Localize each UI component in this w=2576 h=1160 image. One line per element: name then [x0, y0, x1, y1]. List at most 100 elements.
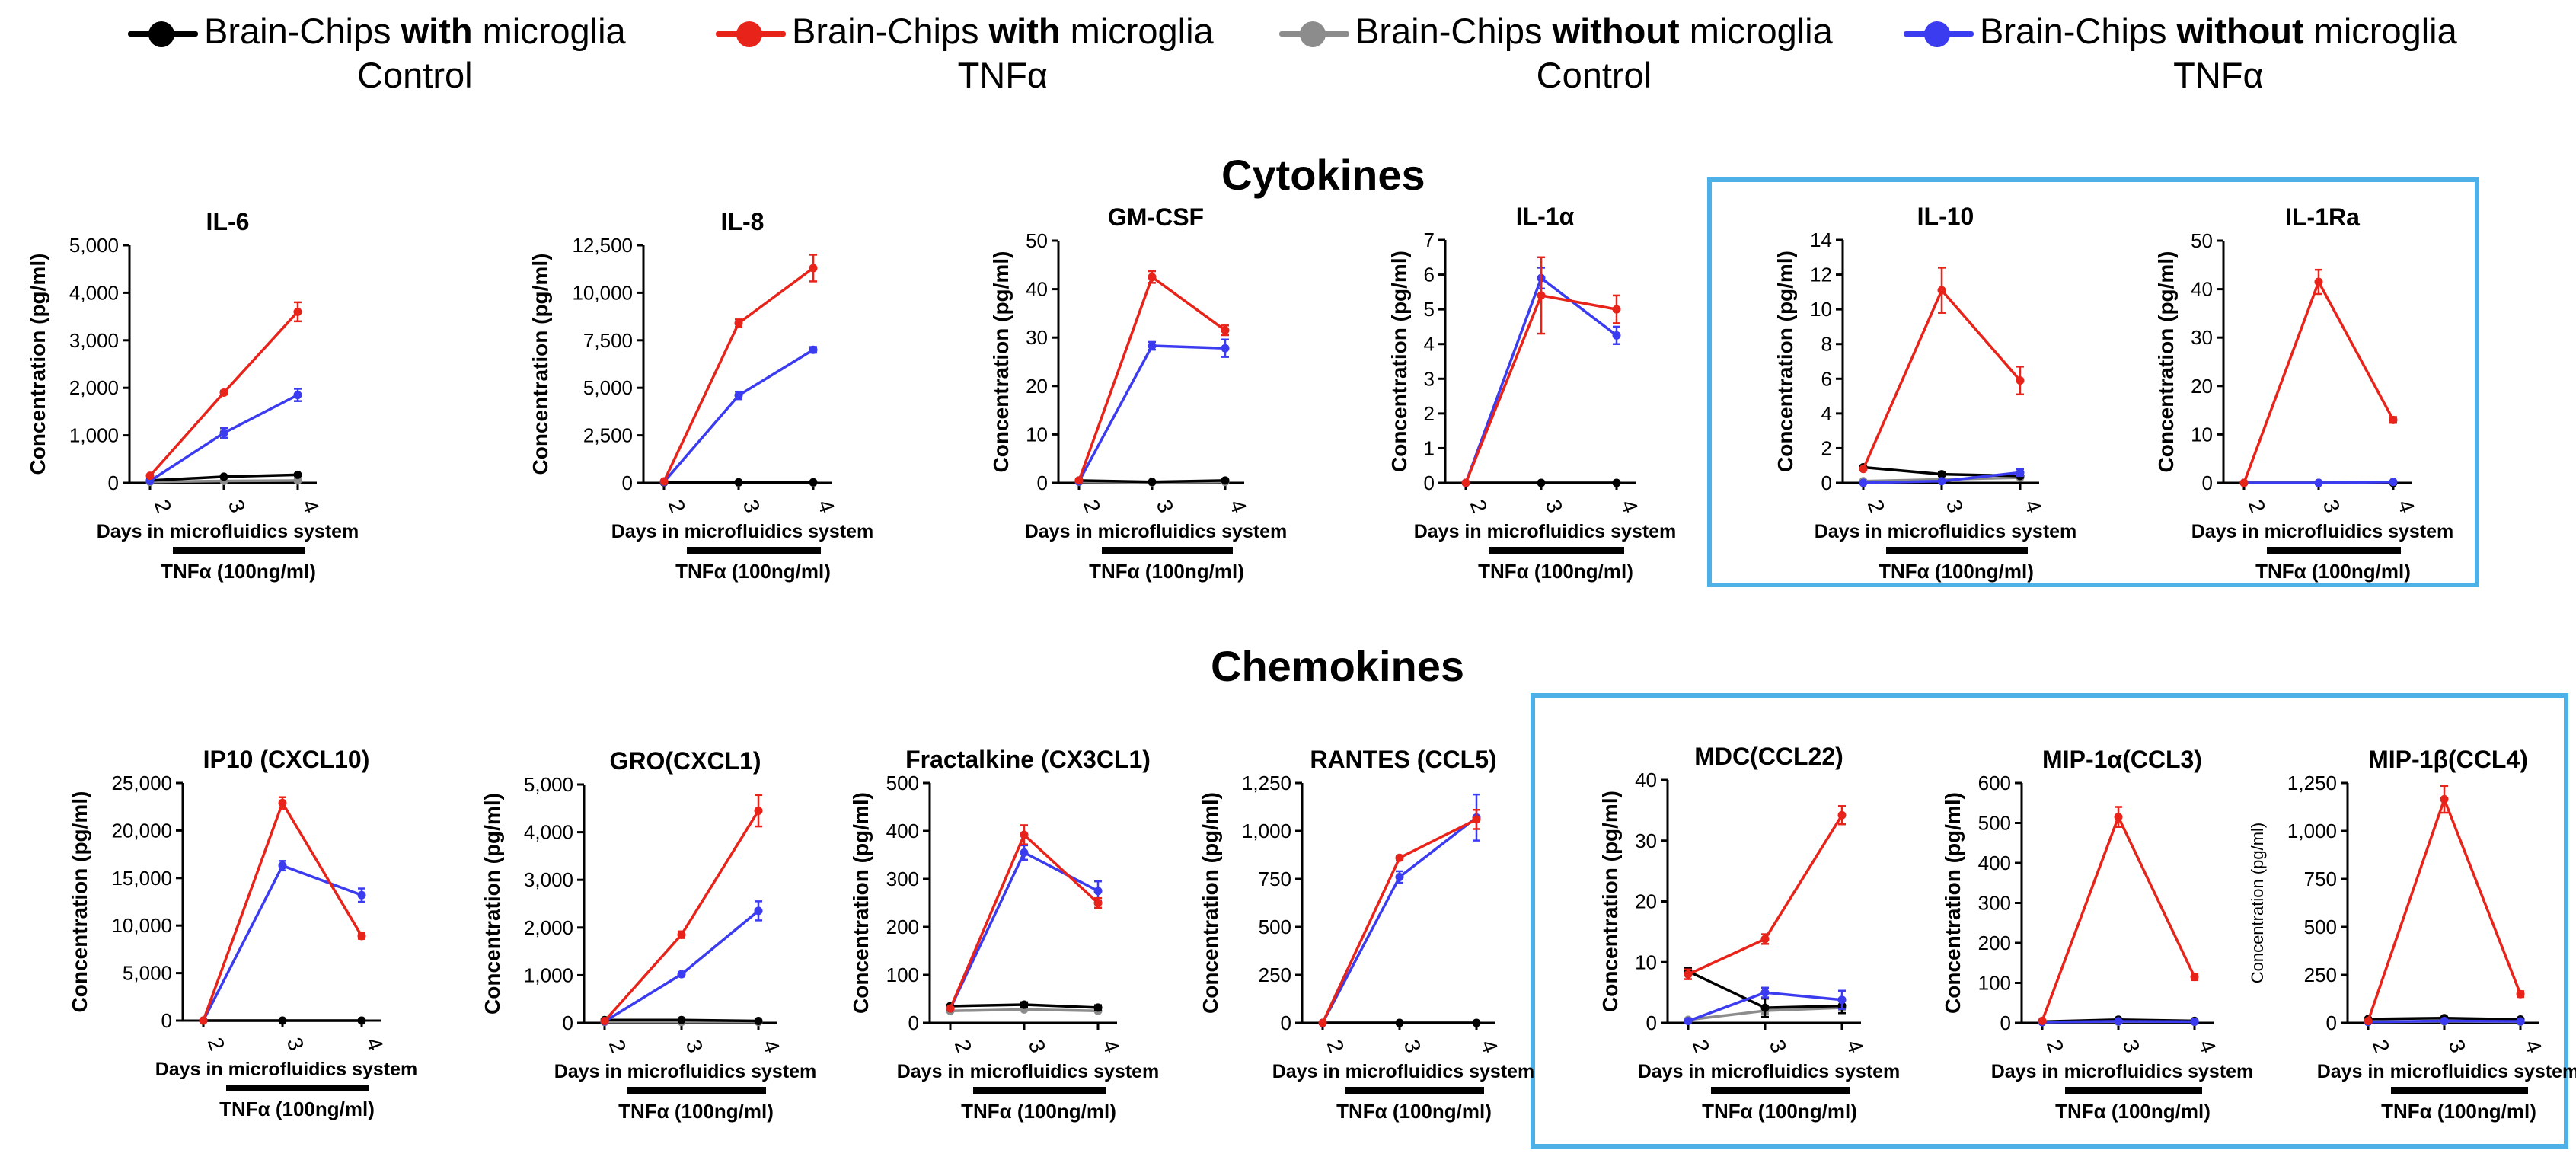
y-tick-label: 600	[1978, 772, 2011, 794]
y-tick-label: 7	[1424, 228, 1435, 251]
y-axis-label: Concentration (pg/ml)	[2248, 823, 2267, 984]
data-point	[1020, 830, 1029, 839]
data-point	[1148, 273, 1157, 282]
y-tick-label: 0	[1037, 471, 1048, 494]
y-tick-label: 4,000	[69, 281, 119, 304]
y-tick-label: 50	[1026, 229, 1048, 252]
series-line	[662, 348, 814, 483]
y-tick-label: 0	[1821, 471, 1832, 494]
y-axis-label: Concentration (pg/ml)	[989, 251, 1013, 473]
chart-title: IP10 (CXCL10)	[203, 746, 370, 773]
series-line	[604, 909, 760, 1023]
data-point	[357, 1016, 366, 1025]
cytokines-title: Cytokines	[1221, 151, 1425, 199]
legend-label: Brain-Chips without microglia Control	[1355, 11, 1833, 95]
y-axis-label: Concentration (pg/ml)	[1199, 792, 1222, 1014]
data-point	[1395, 1018, 1404, 1027]
y-tick-label: 6	[1424, 264, 1435, 286]
y-tick-label: 300	[886, 868, 919, 890]
data-point	[1074, 476, 1084, 485]
y-tick-label: 40	[1026, 278, 1048, 301]
data-point	[1859, 465, 1868, 474]
treatment-label: TNFα (100ng/ml)	[161, 560, 316, 583]
data-point	[1684, 1017, 1693, 1026]
series-line	[662, 267, 815, 482]
y-tick-label: 4	[1424, 333, 1435, 356]
x-tick-label: 4	[1225, 497, 1251, 516]
treatment-bar	[627, 1087, 766, 1094]
data-point	[1837, 995, 1847, 1005]
y-tick-label: 0	[908, 1011, 919, 1034]
data-point	[1612, 478, 1621, 487]
y-tick-label: 40	[1635, 769, 1657, 791]
y-tick-label: 0	[1646, 1011, 1657, 1034]
data-point	[734, 318, 743, 328]
x-tick-label: 4	[813, 497, 839, 516]
x-tick-label: 4	[2393, 497, 2419, 516]
treatment-label: TNFα (100ng/ml)	[1336, 1100, 1492, 1123]
data-point	[1093, 1003, 1103, 1012]
y-tick-label: 6	[1821, 367, 1832, 390]
x-tick-label: 2	[150, 497, 176, 516]
treatment-label: TNFα (100ng/ml)	[675, 560, 831, 583]
x-tick-label: 2	[2244, 497, 2270, 516]
chart-title: Fractalkine (CX3CL1)	[905, 746, 1151, 773]
legend-dot-marker	[1300, 21, 1326, 47]
y-tick-label: 30	[1635, 829, 1657, 852]
x-tick-label: 3	[1942, 497, 1968, 516]
data-point	[1221, 476, 1230, 485]
data-point	[278, 861, 287, 871]
data-point	[734, 391, 743, 400]
treatment-label: TNFα (100ng/ml)	[1089, 560, 1244, 583]
data-point	[2314, 277, 2323, 286]
y-tick-label: 500	[886, 772, 919, 794]
data-point	[2440, 794, 2449, 804]
treatment-bar	[2065, 1087, 2202, 1094]
chart-title: IL-8	[721, 208, 765, 235]
y-tick-label: 3,000	[69, 329, 119, 352]
data-point	[809, 345, 818, 354]
x-tick-label: 2	[1323, 1037, 1349, 1056]
y-tick-label: 5,000	[123, 962, 172, 985]
data-point	[677, 970, 686, 979]
series-line	[949, 850, 1099, 1009]
y-tick-label: 0	[108, 471, 119, 494]
y-tick-label: 14	[1810, 228, 1832, 251]
y-tick-label: 10,000	[111, 914, 172, 937]
y-tick-label: 5,000	[524, 773, 573, 796]
data-point	[1318, 1018, 1327, 1027]
data-point	[199, 1016, 208, 1025]
chemokines-highlight-box	[1531, 693, 2568, 1149]
y-tick-label: 0	[1424, 471, 1435, 494]
treatment-bar	[1102, 547, 1233, 554]
y-tick-label: 0	[2326, 1011, 2337, 1034]
treatment-bar	[1489, 547, 1624, 554]
y-tick-label: 0	[161, 1009, 172, 1032]
y-tick-label: 20	[1026, 375, 1048, 398]
series-line	[949, 832, 1100, 1009]
x-tick-label: 2	[203, 1034, 229, 1053]
x-axis-label: Days in microfluidics system	[554, 1061, 817, 1082]
y-axis-label: Concentration (pg/ml)	[1941, 792, 1965, 1014]
y-axis-label: Concentration (pg/ml)	[1598, 791, 1622, 1012]
x-axis-label: Days in microfluidics system	[1991, 1061, 2254, 1082]
y-tick-label: 2	[1821, 436, 1832, 459]
data-point	[1837, 810, 1847, 820]
y-tick-label: 3,000	[524, 868, 573, 891]
treatment-bar	[1886, 547, 2028, 554]
treatment-label: TNFα (100ng/ml)	[618, 1100, 774, 1123]
data-point	[278, 1016, 287, 1025]
y-tick-label: 1,000	[524, 963, 573, 986]
data-point	[1760, 935, 1770, 944]
y-tick-label: 500	[1978, 812, 2011, 835]
data-point	[1093, 887, 1103, 896]
data-point	[1760, 988, 1770, 997]
x-tick-label: 2	[1079, 497, 1105, 516]
x-tick-label: 4	[2020, 497, 2046, 516]
data-point	[145, 471, 155, 481]
y-tick-label: 4	[1821, 402, 1832, 425]
series-line	[603, 810, 760, 1022]
x-axis-label: Days in microfluidics system	[611, 521, 874, 542]
y-tick-label: 10,000	[572, 281, 633, 304]
